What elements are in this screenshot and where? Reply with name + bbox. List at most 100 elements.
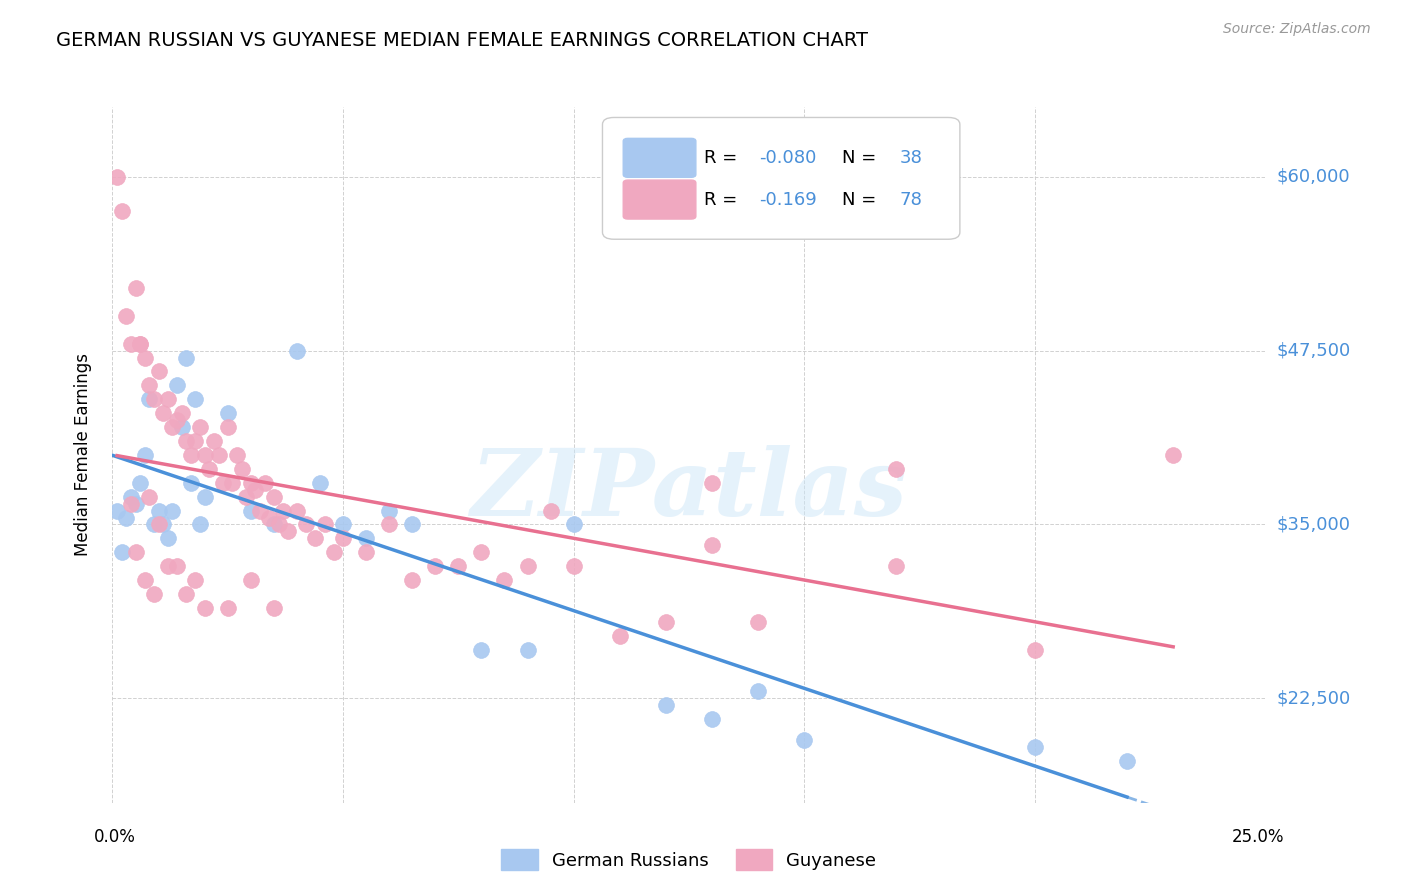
Point	[105, 169, 128, 184]
Point	[401, 573, 423, 587]
Point	[332, 532, 354, 546]
Point	[1161, 448, 1184, 462]
Point	[105, 503, 128, 517]
Point	[217, 406, 239, 420]
Point	[143, 392, 166, 407]
Point	[194, 448, 217, 462]
Point	[1024, 642, 1046, 657]
Text: 25.0%: 25.0%	[1232, 828, 1285, 846]
Point	[124, 545, 146, 559]
Text: N =: N =	[842, 191, 883, 209]
Point	[115, 510, 138, 524]
Text: R =: R =	[704, 149, 742, 167]
Point	[700, 475, 723, 490]
Point	[217, 420, 239, 434]
Point	[235, 490, 257, 504]
Point	[271, 503, 294, 517]
Point	[226, 448, 249, 462]
Point	[886, 559, 908, 574]
Text: GERMAN RUSSIAN VS GUYANESE MEDIAN FEMALE EARNINGS CORRELATION CHART: GERMAN RUSSIAN VS GUYANESE MEDIAN FEMALE…	[56, 31, 869, 50]
Text: 78: 78	[900, 191, 922, 209]
Point	[470, 545, 492, 559]
Point	[115, 309, 138, 323]
Point	[747, 615, 769, 629]
Point	[194, 490, 217, 504]
Point	[148, 364, 170, 378]
Point	[354, 532, 377, 546]
Point	[138, 378, 160, 392]
Point	[156, 532, 179, 546]
Point	[166, 378, 188, 392]
Text: 38: 38	[900, 149, 922, 167]
Point	[194, 601, 217, 615]
FancyBboxPatch shape	[623, 180, 696, 219]
Point	[156, 559, 179, 574]
Point	[263, 490, 285, 504]
Point	[470, 642, 492, 657]
Point	[138, 392, 160, 407]
Text: N =: N =	[842, 149, 883, 167]
Point	[188, 517, 211, 532]
Point	[700, 712, 723, 726]
Point	[378, 503, 401, 517]
Text: $47,500: $47,500	[1277, 342, 1351, 359]
Point	[184, 434, 207, 448]
Point	[314, 517, 336, 532]
Point	[253, 475, 276, 490]
Point	[129, 336, 152, 351]
Point	[249, 503, 271, 517]
Text: ZIPatlas: ZIPatlas	[471, 445, 907, 534]
Point	[304, 532, 326, 546]
Point	[309, 475, 332, 490]
Y-axis label: Median Female Earnings: Median Female Earnings	[73, 353, 91, 557]
Point	[655, 698, 678, 713]
Point	[170, 406, 193, 420]
Point	[378, 517, 401, 532]
Point	[447, 559, 470, 574]
Point	[239, 573, 262, 587]
Legend: German Russians, Guyanese: German Russians, Guyanese	[495, 842, 883, 877]
Point	[166, 413, 188, 427]
Point	[1116, 754, 1139, 768]
Point	[180, 448, 202, 462]
Point	[540, 503, 562, 517]
Point	[174, 434, 197, 448]
Point	[277, 524, 299, 539]
Point	[494, 573, 516, 587]
Point	[166, 559, 188, 574]
Point	[129, 475, 152, 490]
Text: 0.0%: 0.0%	[94, 828, 136, 846]
Point	[134, 448, 156, 462]
Point	[354, 545, 377, 559]
Point	[285, 503, 308, 517]
Point	[174, 587, 197, 601]
Point	[184, 573, 207, 587]
Point	[156, 392, 179, 407]
Point	[120, 497, 142, 511]
Point	[322, 545, 344, 559]
Point	[174, 351, 197, 365]
Point	[231, 462, 253, 476]
Point	[124, 281, 146, 295]
Point	[401, 517, 423, 532]
Point	[111, 545, 134, 559]
Point	[263, 517, 285, 532]
Text: R =: R =	[704, 191, 748, 209]
Point	[267, 517, 290, 532]
Point	[207, 448, 229, 462]
Point	[1024, 740, 1046, 755]
Point	[138, 490, 160, 504]
Point	[562, 559, 585, 574]
Point	[886, 462, 908, 476]
Text: -0.169: -0.169	[759, 191, 817, 209]
Point	[516, 559, 538, 574]
Point	[259, 510, 281, 524]
FancyBboxPatch shape	[623, 138, 696, 178]
Point	[263, 601, 285, 615]
Point	[212, 475, 235, 490]
Point	[239, 503, 262, 517]
Text: -0.080: -0.080	[759, 149, 817, 167]
Point	[747, 684, 769, 698]
Point	[609, 629, 631, 643]
Point	[148, 517, 170, 532]
